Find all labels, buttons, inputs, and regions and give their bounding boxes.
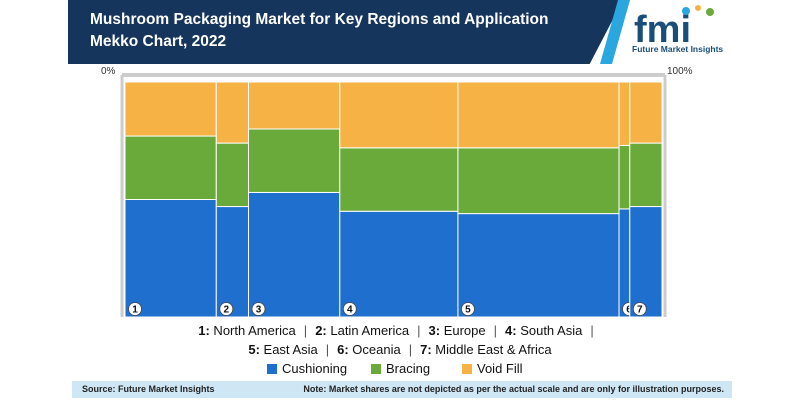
- logo-subtitle: Future Market Insights: [632, 44, 724, 54]
- region-badge-label-2: 2: [224, 305, 230, 316]
- region-legend-item: 2: Latin America: [315, 323, 410, 338]
- region-badge-label-6: 6: [626, 305, 632, 316]
- region-legend-item: 1: North America: [198, 323, 296, 338]
- region-badge-label-5: 5: [465, 305, 471, 316]
- region-badge-2: [219, 302, 234, 316]
- logo-text: fmi: [634, 9, 691, 51]
- region-badge-4: [342, 302, 357, 316]
- header: Mushroom Packaging Market for Key Region…: [0, 0, 800, 64]
- segment-cushioning-1: [124, 199, 217, 318]
- axis-label-right: 100%: [667, 66, 693, 77]
- title-band: [68, 0, 623, 64]
- footer: Source: Future Market Insights Note: Mar…: [72, 381, 732, 398]
- segment-bracing-3: [248, 128, 341, 193]
- region-badge-7: [632, 302, 647, 316]
- legend-label-void-fill: Void Fill: [477, 361, 523, 376]
- segment-cushioning-3: [248, 191, 341, 318]
- series-legend: Cushioning Bracing Void Fill: [0, 361, 800, 377]
- segment-bracing-2: [215, 142, 250, 208]
- axis-label-left: 0%: [101, 66, 116, 77]
- legend-label-bracing: Bracing: [386, 361, 431, 376]
- legend-separator: |: [325, 342, 330, 357]
- legend-separator: |: [417, 323, 421, 338]
- region-badge-5: [461, 302, 475, 316]
- segment-cushioning-5: [457, 213, 620, 318]
- region-legend: 1: North America | 2: Latin America | 3: Eur…: [70, 321, 730, 359]
- segment-bracing-4: [339, 147, 459, 212]
- segment-void-fill-5: [457, 81, 620, 149]
- chart-title: Mushroom Packaging Market for Key Region…: [90, 11, 549, 50]
- legend-separator: |: [590, 323, 594, 338]
- segment-bracing-5: [457, 147, 620, 215]
- segment-void-fill-4: [339, 81, 459, 149]
- region-badge-1: [128, 302, 142, 316]
- segment-void-fill-1: [124, 81, 217, 137]
- segment-void-fill-6: [618, 81, 631, 146]
- region-legend-line: 5: East Asia | 6: Oceania | 7: Middle East &…: [70, 340, 730, 359]
- segment-bracing-7: [629, 142, 663, 208]
- segment-void-fill-3: [248, 81, 341, 130]
- legend-swatch-cushioning: [267, 364, 277, 374]
- segment-bracing-1: [124, 135, 217, 201]
- legend-label-cushioning: Cushioning: [282, 361, 348, 376]
- segment-bracing-6: [618, 144, 631, 210]
- segment-cushioning-2: [215, 206, 250, 318]
- region-badge-3: [251, 302, 266, 316]
- segment-cushioning-6: [618, 208, 631, 318]
- region-legend-line: 1: North America | 2: Latin America | 3: Eur…: [70, 321, 730, 340]
- region-legend-item: 5: East Asia: [248, 342, 318, 357]
- segment-cushioning-7: [629, 206, 663, 318]
- fmi-logo-icon: fmi: [634, 5, 714, 51]
- region-badge-label-4: 4: [347, 305, 353, 316]
- source-text: Source: Future Market Insights: [82, 384, 215, 394]
- region-badge-label-3: 3: [256, 305, 262, 316]
- legend-separator: |: [303, 323, 308, 338]
- segment-void-fill-7: [629, 81, 663, 144]
- legend-swatch-void-fill: [462, 364, 472, 374]
- legend-separator: |: [408, 342, 413, 357]
- region-badge-label-1: 1: [132, 305, 138, 316]
- note-text: Note: Market shares are not depicted as …: [303, 384, 724, 394]
- region-legend-item: 6: Oceania: [337, 342, 401, 357]
- legend-separator: |: [493, 323, 498, 338]
- region-legend-item: 7: Middle East & Africa: [420, 342, 552, 357]
- region-badge-label-7: 7: [637, 305, 643, 316]
- legend-swatch-bracing: [371, 364, 381, 374]
- region-legend-item: 3: Europe: [428, 323, 486, 338]
- segment-void-fill-2: [215, 81, 250, 144]
- segment-cushioning-4: [339, 210, 459, 318]
- region-legend-item: 4: South Asia: [505, 323, 583, 338]
